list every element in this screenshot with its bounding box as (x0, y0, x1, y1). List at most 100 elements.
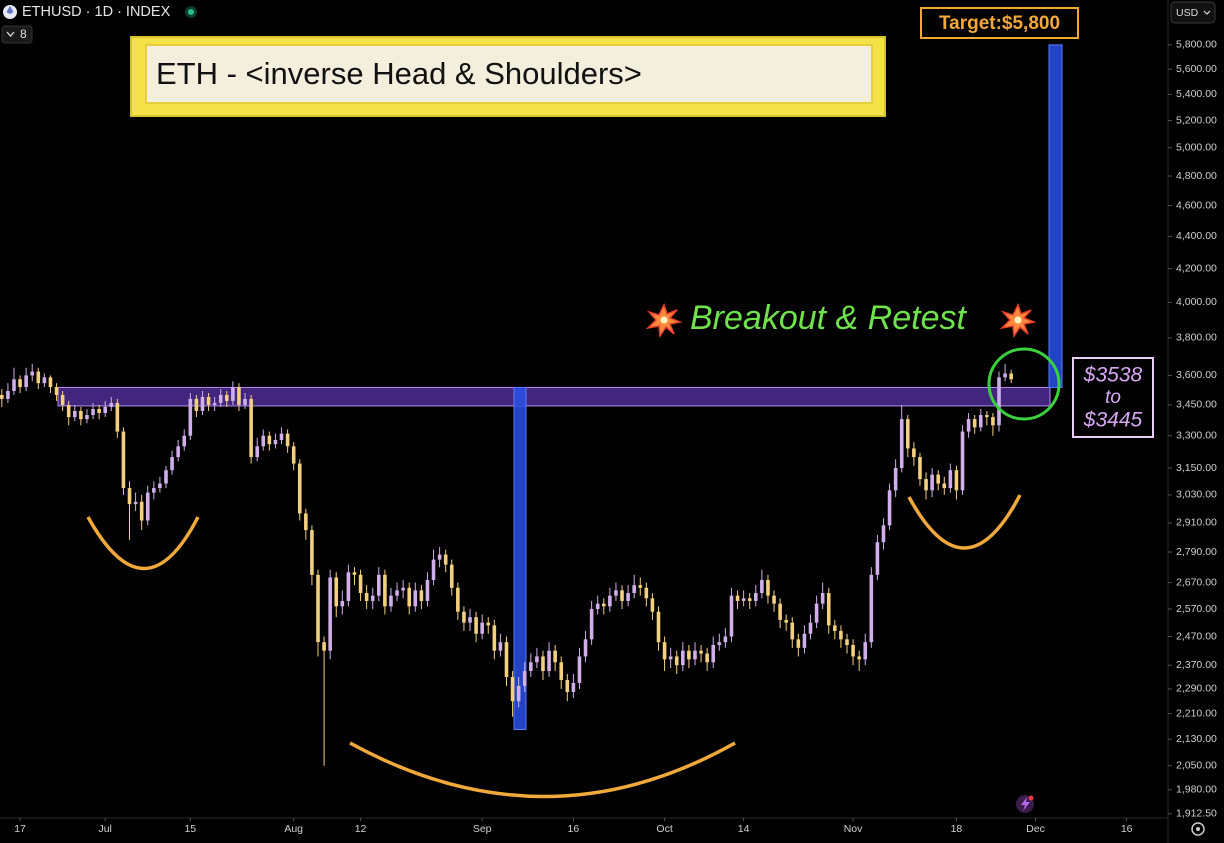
highlight-circle (987, 347, 1061, 421)
zone-high-label: $3538 (1083, 364, 1143, 387)
candle-body (516, 685, 521, 702)
candle-body (942, 483, 947, 489)
y-tick-label: 2,290.00 (1176, 683, 1217, 695)
candle-body (243, 398, 247, 405)
candle-body (164, 470, 168, 484)
candle-body (784, 619, 788, 623)
candle-body (36, 371, 41, 384)
candle-body (85, 415, 89, 420)
candle-body (778, 603, 782, 620)
candle-body (462, 611, 466, 623)
candle-body (705, 653, 709, 663)
candle-body (766, 579, 770, 596)
candle-body (583, 639, 588, 657)
candle-body (334, 577, 339, 607)
candle-body (887, 490, 892, 526)
candle-body (1003, 373, 1007, 378)
candle-body (601, 603, 606, 607)
candle-body (115, 402, 120, 432)
y-tick-label: 5,600.00 (1176, 63, 1217, 75)
candle-body (316, 574, 320, 643)
candle-body (875, 542, 880, 575)
candle-body (425, 579, 430, 601)
candle-body (547, 650, 551, 672)
candle-body (595, 603, 600, 610)
resistance-zone (57, 386, 1051, 407)
settings-icon[interactable] (1191, 822, 1205, 836)
candle-body (212, 402, 217, 405)
candle-body (1009, 373, 1013, 380)
candle-body (662, 642, 667, 660)
candle-body (395, 590, 399, 596)
candle-body (741, 598, 746, 601)
candle-body (735, 595, 740, 601)
candle-body (419, 590, 424, 601)
candle-body (608, 595, 612, 607)
x-tick-label: 16 (1121, 823, 1133, 835)
candle-body (474, 617, 478, 634)
candle-body (267, 435, 272, 445)
candle-body (401, 587, 405, 591)
target-box (920, 7, 1079, 39)
y-tick-label: 2,370.00 (1176, 659, 1217, 671)
candle-body (304, 513, 308, 531)
candle-body (12, 379, 16, 392)
candle-body (255, 446, 259, 458)
candle-body (328, 577, 332, 651)
x-tick-label: 17 (14, 823, 26, 835)
candle-body (42, 377, 47, 384)
y-tick-label: 2,790.00 (1176, 546, 1217, 558)
y-tick-label: 5,400.00 (1176, 88, 1217, 100)
candle-body (200, 396, 205, 411)
candle-body (960, 431, 965, 491)
y-tick-label: 4,000.00 (1176, 296, 1217, 308)
candle-body (377, 574, 381, 596)
candle-body (820, 593, 825, 604)
burst-icon (645, 303, 683, 339)
pattern-curve (907, 494, 1022, 550)
candle-body (170, 457, 174, 471)
y-tick-label: 2,910.00 (1176, 517, 1217, 529)
y-tick-label: 2,670.00 (1176, 576, 1217, 588)
currency-button[interactable] (1170, 1, 1216, 24)
candle-body (0, 394, 4, 399)
candle-body (912, 448, 916, 458)
candle-body (529, 662, 533, 672)
candle-body (60, 394, 65, 405)
y-tick-label: 2,050.00 (1176, 759, 1217, 771)
candle-body (656, 611, 661, 643)
candle-body (18, 379, 22, 388)
candle-body (553, 650, 557, 663)
candle-body (535, 656, 539, 663)
candle-body (632, 585, 636, 594)
candle-body (936, 474, 941, 484)
currency-label: USD (1176, 7, 1199, 19)
x-tick-label: Sep (473, 823, 492, 835)
indicator-toggle[interactable] (1, 25, 33, 44)
candle-body (972, 419, 977, 428)
y-tick-label: 5,000.00 (1176, 142, 1217, 154)
candle-body (620, 590, 624, 601)
candle-body (297, 463, 302, 514)
candle-body (346, 572, 351, 601)
y-tick-label: 5,800.00 (1176, 39, 1217, 51)
candle-body (747, 598, 752, 601)
x-tick-label: 12 (355, 823, 367, 835)
candle-body (48, 377, 53, 388)
candle-body (668, 656, 673, 660)
candle-body (54, 387, 59, 395)
pattern-curve (86, 516, 200, 571)
x-tick-label: Dec (1026, 823, 1045, 835)
candle-body (389, 595, 393, 607)
candle-body (906, 419, 910, 449)
symbol-icon-glyph (6, 6, 14, 14)
candle-body (237, 387, 241, 405)
symbol-label[interactable]: ETHUSD · 1D · INDEX (22, 4, 171, 20)
y-tick-label: 3,800.00 (1176, 332, 1217, 344)
y-tick-label: 1,912.50 (1176, 808, 1217, 820)
candle-body (66, 404, 71, 418)
candle-body (681, 650, 685, 666)
target-bar (1048, 44, 1063, 388)
x-tick-label: 14 (738, 823, 750, 835)
alert-dot (1028, 795, 1034, 801)
